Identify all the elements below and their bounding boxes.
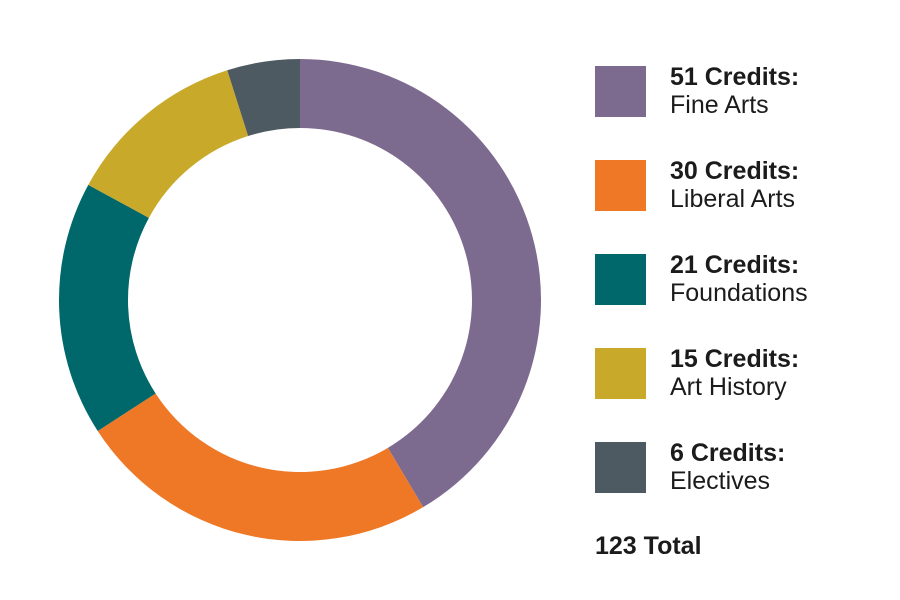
donut-slice-fine-arts (300, 59, 542, 508)
legend-label-foundations: Foundations (670, 279, 808, 307)
legend-swatch-foundations (595, 254, 646, 305)
legend-swatch-liberal-arts (595, 160, 646, 211)
legend-credits-electives: 6 Credits: (670, 439, 786, 467)
legend-item-art-history: 15 Credits: Art History (595, 345, 885, 442)
legend-swatch-electives (595, 442, 646, 493)
legend-label-liberal-arts: Liberal Arts (670, 185, 796, 213)
donut-slice-foundations (59, 184, 156, 431)
donut-slice-art-history (88, 70, 249, 218)
legend-credits-liberal-arts: 30 Credits: (670, 157, 800, 185)
legend-label-fine-arts: Fine Arts (670, 91, 769, 119)
legend-swatch-fine-arts (595, 66, 646, 117)
donut-slice-electives (227, 59, 300, 137)
legend-label-electives: Electives (670, 467, 771, 495)
legend-item-foundations: 21 Credits: Foundations (595, 251, 885, 348)
legend-item-liberal-arts: 30 Credits: Liberal Arts (595, 157, 885, 254)
donut-chart (59, 59, 542, 541)
legend-swatch-art-history (595, 348, 646, 399)
legend-credits-art-history: 15 Credits: (670, 345, 800, 373)
total-credits: 123 Total (595, 532, 702, 560)
legend-credits-fine-arts: 51 Credits: (670, 63, 800, 91)
legend-item-electives: 6 Credits: Electives (595, 439, 885, 536)
legend-credits-foundations: 21 Credits: (670, 251, 800, 279)
legend-item-fine-arts: 51 Credits: Fine Arts (595, 63, 885, 160)
legend-label-art-history: Art History (670, 373, 787, 401)
chart-legend: 51 Credits: Fine Arts 30 Credits: Libera… (595, 63, 885, 560)
donut-slice-liberal-arts (97, 393, 424, 541)
